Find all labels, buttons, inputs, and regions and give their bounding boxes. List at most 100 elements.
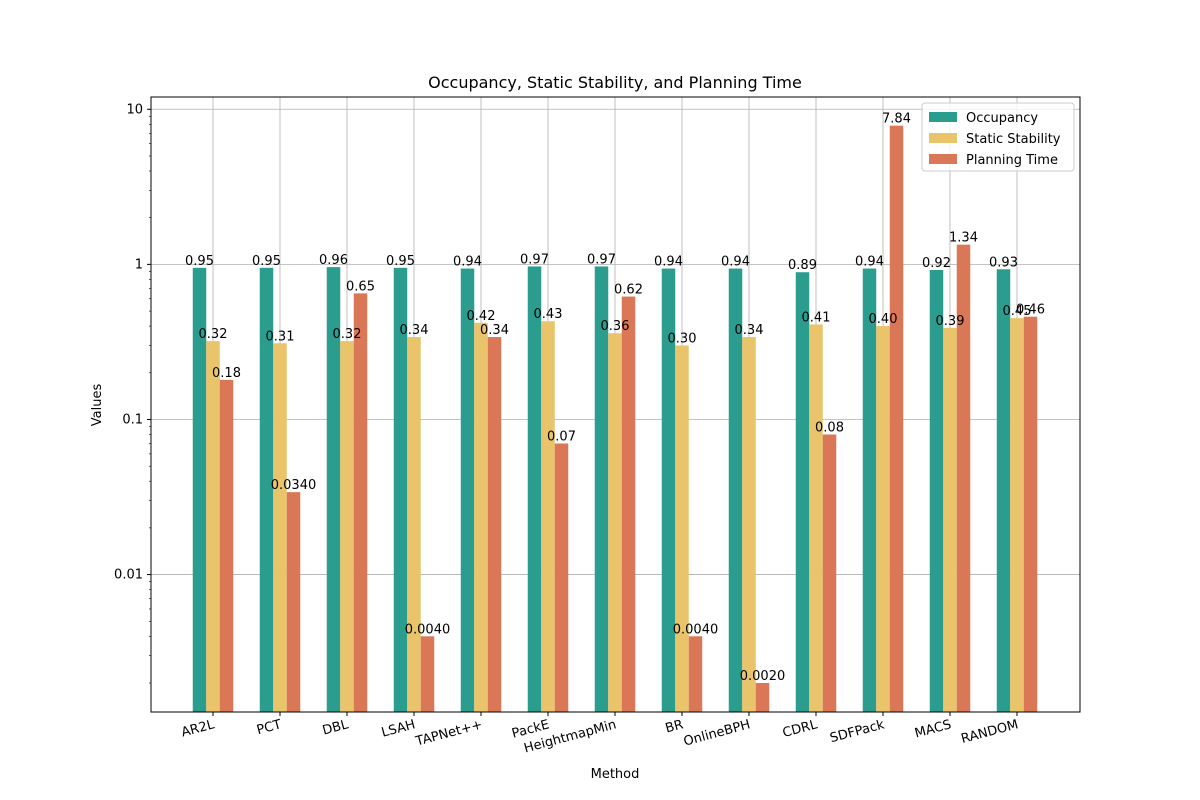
bar-value-label: 0.0040 (405, 622, 451, 637)
bar (353, 293, 368, 712)
bar (889, 125, 904, 713)
bar (192, 267, 207, 712)
bar-value-label: 0.92 (922, 256, 951, 271)
legend-swatch (929, 133, 957, 143)
bar (956, 244, 971, 712)
y-axis: 0.01 0.1 1 10 (114, 102, 151, 684)
bar-value-label: 0.0040 (673, 622, 719, 637)
bar-value-label: 0.62 (614, 283, 643, 298)
bar (594, 266, 609, 712)
bar (527, 266, 542, 712)
bar-value-label: 0.34 (480, 323, 509, 338)
bar-value-label: 0.45 (1003, 304, 1032, 319)
bar-value-label: 0.08 (815, 421, 844, 436)
bar-value-label: 0.36 (601, 319, 630, 334)
bar (420, 636, 435, 712)
bar (407, 337, 421, 712)
legend-swatch (929, 112, 957, 122)
bar (340, 341, 354, 712)
bar-value-label: 0.96 (319, 253, 348, 268)
bar-value-label: 0.65 (346, 279, 375, 294)
bar (728, 268, 743, 712)
bar (460, 268, 475, 712)
bar-value-label: 0.94 (721, 255, 750, 270)
bar (541, 321, 555, 712)
data-labels: 0.95 0.95 0.96 0.95 0.94 0.97 0.97 0.94 0.94 0.89… (185, 112, 1045, 684)
bar (675, 345, 689, 712)
bar-value-label: 0.0020 (740, 669, 786, 684)
bar (219, 379, 234, 712)
bar-value-label: 0.30 (668, 331, 697, 346)
legend-label: Static Stability (966, 132, 1061, 147)
bar-value-label: 0.97 (520, 252, 549, 267)
x-tick-label: OnlineBPH (682, 717, 752, 749)
bar-value-label: 1.34 (949, 231, 978, 246)
bar-value-label: 0.95 (252, 254, 281, 269)
bar (661, 268, 676, 712)
bar (554, 443, 569, 712)
bar-value-label: 0.32 (199, 327, 228, 342)
chart-title: Occupancy, Static Stability, and Plannin… (428, 73, 802, 92)
x-tick-label: RANDOM (960, 717, 1020, 747)
bar (393, 267, 408, 712)
bar (621, 296, 636, 712)
x-tick-label: PCT (255, 717, 283, 738)
bar (326, 267, 341, 712)
y-tick-label: 0.01 (114, 568, 143, 583)
y-tick-label: 1 (135, 257, 143, 272)
bar (688, 636, 703, 712)
bar (755, 682, 770, 712)
bar (742, 337, 756, 712)
x-tick-label: AR2L (180, 717, 217, 740)
bar (809, 324, 823, 712)
bar-value-label: 0.39 (936, 314, 965, 329)
bar-value-label: 0.32 (333, 327, 362, 342)
bar-value-label: 0.43 (534, 307, 563, 322)
bar (487, 337, 502, 712)
x-tick-label: SDFPack (828, 717, 886, 746)
x-tick-label: BR (664, 717, 685, 736)
bar-value-label: 0.07 (547, 430, 576, 445)
bar-value-label: 0.89 (788, 258, 817, 273)
x-tick-label: MACS (913, 717, 953, 741)
bar-value-label: 0.94 (453, 255, 482, 270)
bar (943, 327, 957, 712)
bar (273, 343, 287, 712)
bar-value-label: 0.94 (654, 255, 683, 270)
x-tick-label: DBL (321, 717, 351, 738)
y-tick-label: 0.1 (122, 412, 143, 427)
bar-value-label: 0.95 (386, 254, 415, 269)
bar (822, 434, 837, 712)
bar-value-label: 0.42 (467, 309, 496, 324)
bar (474, 322, 488, 712)
x-tick-label: TAPNet++ (413, 717, 484, 749)
bar (795, 272, 810, 712)
bar-value-label: 0.41 (802, 310, 831, 325)
x-tick-label: LSAH (380, 717, 417, 740)
bar (206, 341, 220, 712)
bar-value-label: 0.93 (989, 255, 1018, 270)
bar-value-label: 0.95 (185, 254, 214, 269)
bar-value-label: 0.34 (400, 323, 429, 338)
bar-value-label: 0.40 (869, 312, 898, 327)
bar (876, 326, 890, 712)
bar (929, 269, 944, 712)
bar-value-label: 7.84 (882, 112, 911, 127)
y-axis-label: Values (90, 384, 105, 427)
x-axis-label: Method (591, 767, 640, 782)
bar (862, 268, 877, 712)
bar (286, 492, 301, 712)
legend-box (921, 102, 1075, 172)
bar-value-label: 0.97 (587, 252, 616, 267)
bar (996, 269, 1011, 712)
legend-swatch (929, 154, 957, 164)
bar (1023, 316, 1038, 712)
bar (259, 267, 274, 712)
bar-value-label: 0.34 (735, 323, 764, 338)
bar (1010, 318, 1024, 712)
bar (608, 333, 622, 712)
legend-label: Planning Time (966, 153, 1058, 168)
y-tick-label: 10 (126, 102, 143, 117)
